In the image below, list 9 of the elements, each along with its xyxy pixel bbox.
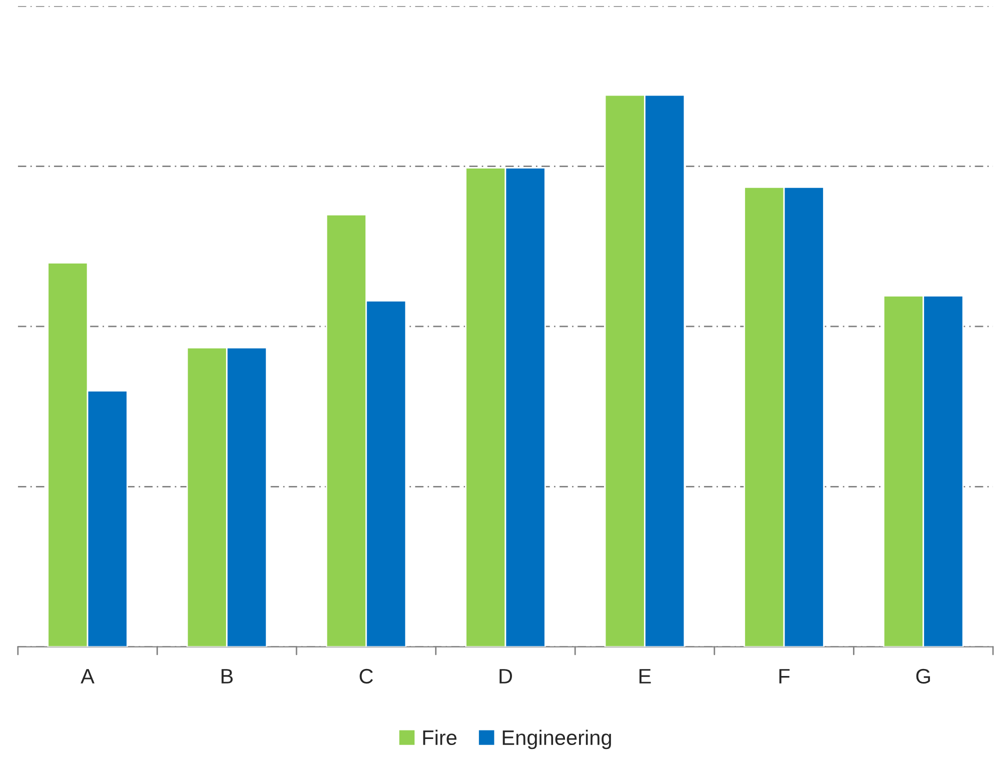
x-tick-label: C — [360, 668, 373, 684]
legend-label: Fire — [423, 730, 456, 746]
x-tick-label: B — [222, 669, 233, 684]
x-tick-label: G — [916, 668, 930, 684]
legend-label: Engineering — [502, 730, 611, 750]
x-tick-label: F — [779, 669, 790, 684]
x-tick-label: A — [80, 669, 94, 684]
x-tick-label: D — [500, 669, 512, 684]
x-tick-label: E — [640, 669, 651, 684]
